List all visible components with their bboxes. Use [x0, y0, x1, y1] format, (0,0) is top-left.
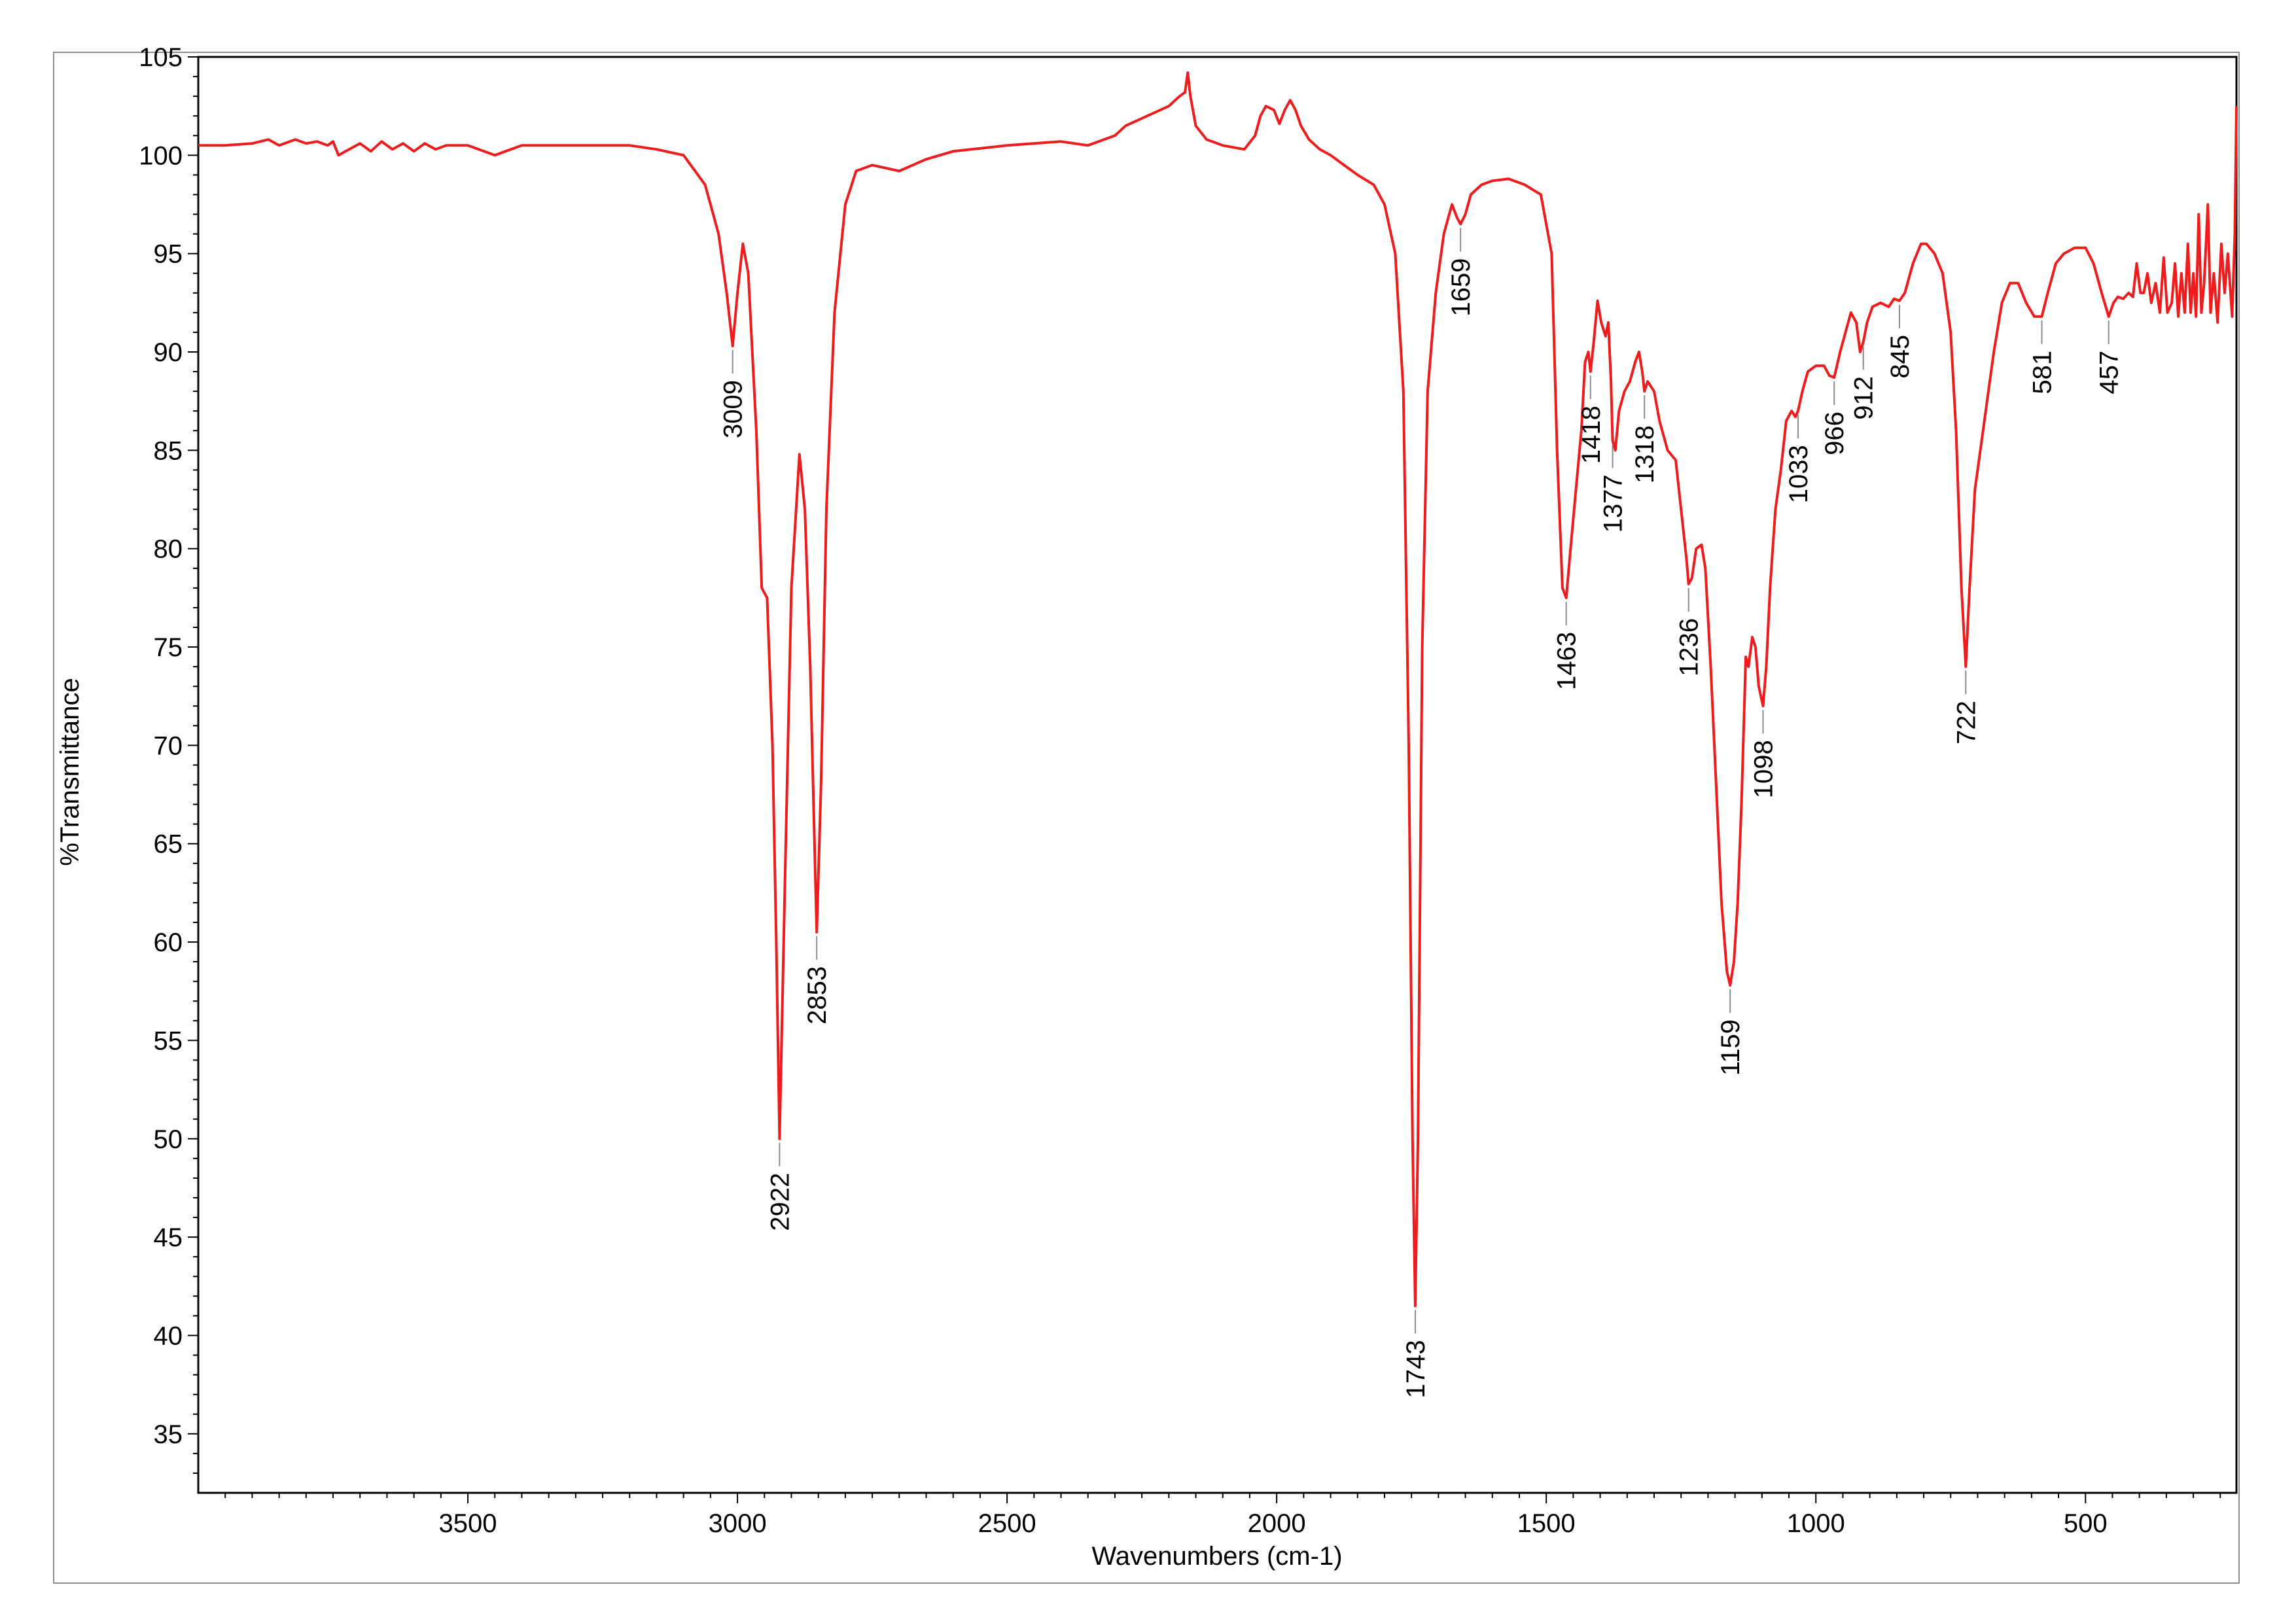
y-tick-label: 80 [154, 535, 183, 564]
y-tick-label: 60 [154, 928, 183, 957]
peak-label: 1318 [1631, 425, 1659, 483]
peak-label: 1098 [1749, 740, 1778, 798]
y-tick-label: 65 [154, 830, 183, 859]
y-tick-label: 70 [154, 731, 183, 760]
spectrum-series [198, 71, 2238, 1308]
y-tick-label: 35 [154, 1420, 183, 1449]
y-tick-label: 75 [154, 633, 183, 662]
peak-label: 3009 [719, 380, 748, 438]
y-tick-label: 55 [154, 1026, 183, 1055]
peak-label: 1743 [1402, 1340, 1430, 1398]
peak-label: 2922 [766, 1173, 794, 1231]
x-axis-label: Wavenumbers (cm-1) [1091, 1542, 1342, 1571]
peak-label: 1377 [1599, 474, 1628, 532]
peak-label: 1033 [1784, 445, 1813, 503]
peak-label: 1418 [1577, 406, 1606, 464]
y-tick-label: 40 [154, 1321, 183, 1350]
y-tick-label: 50 [154, 1125, 183, 1154]
x-axis: 3500 3000 2500 2000 1500 1000 500 [224, 1493, 2221, 1538]
y-tick-label: 85 [154, 436, 183, 465]
plot-area-border [197, 56, 2238, 1494]
x-tick-label: 3000 [709, 1509, 767, 1538]
x-tick-label: 500 [2064, 1509, 2108, 1538]
peak-label: 845 [1886, 335, 1915, 379]
x-tick-label: 1000 [1787, 1509, 1845, 1538]
peak-label: 581 [2028, 351, 2057, 394]
peak-label: 2853 [803, 966, 832, 1024]
peak-label: 722 [1952, 701, 1981, 744]
peak-label: 457 [2095, 351, 2124, 394]
peak-label: 966 [1820, 411, 1849, 455]
y-tick-label: 100 [139, 141, 183, 170]
spectrum-line [198, 71, 2238, 1308]
outer-frame [53, 52, 2240, 1584]
y-tick-label: 105 [139, 43, 183, 72]
y-axis: 35 40 45 50 55 60 65 70 75 80 85 90 95 100 105 [139, 43, 198, 1474]
peak-label: 1659 [1447, 258, 1475, 317]
peak-label: 1159 [1716, 1019, 1745, 1075]
y-tick-label: 90 [154, 338, 183, 367]
y-axis-label: %Transmittance [56, 678, 84, 866]
x-tick-label: 1500 [1517, 1509, 1576, 1538]
peak-label: 1463 [1553, 632, 1581, 690]
peak-label: 912 [1850, 376, 1879, 420]
x-tick-label: 3500 [439, 1509, 497, 1538]
x-tick-label: 2000 [1248, 1509, 1306, 1538]
y-tick-label: 95 [154, 240, 183, 269]
y-tick-label: 45 [154, 1223, 183, 1252]
peak-label: 1236 [1675, 618, 1704, 676]
x-tick-label: 2500 [978, 1509, 1036, 1538]
